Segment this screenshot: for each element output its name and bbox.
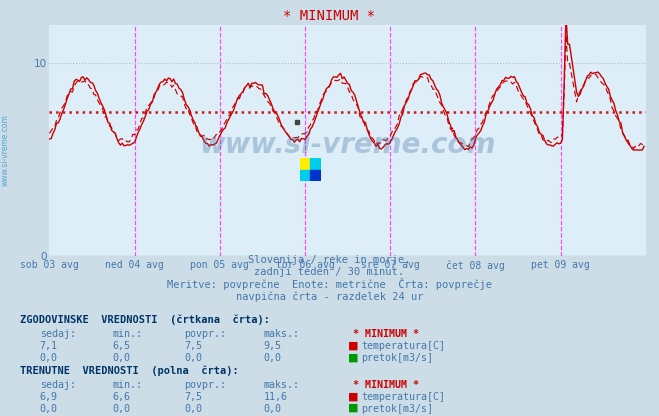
Text: sedaj:: sedaj: bbox=[40, 380, 76, 390]
Text: ■: ■ bbox=[348, 391, 358, 401]
Text: min.:: min.: bbox=[112, 329, 142, 339]
Bar bbox=[310, 170, 321, 181]
Text: maks.:: maks.: bbox=[264, 380, 300, 390]
Text: ■: ■ bbox=[348, 403, 358, 413]
Text: * MINIMUM *: * MINIMUM * bbox=[353, 329, 418, 339]
Text: Slovenija / reke in morje.: Slovenija / reke in morje. bbox=[248, 255, 411, 265]
Text: povpr.:: povpr.: bbox=[185, 380, 227, 390]
Text: 0,0: 0,0 bbox=[112, 353, 130, 363]
Bar bbox=[310, 158, 321, 170]
Text: * MINIMUM *: * MINIMUM * bbox=[283, 9, 376, 23]
Text: ■: ■ bbox=[348, 352, 358, 362]
Text: 9,5: 9,5 bbox=[264, 341, 281, 352]
Text: navpična črta - razdelek 24 ur: navpična črta - razdelek 24 ur bbox=[236, 292, 423, 302]
Text: min.:: min.: bbox=[112, 380, 142, 390]
Text: temperatura[C]: temperatura[C] bbox=[361, 392, 445, 402]
Text: 0,0: 0,0 bbox=[264, 404, 281, 414]
Text: Meritve: povprečne  Enote: metrične  Črta: povprečje: Meritve: povprečne Enote: metrične Črta:… bbox=[167, 278, 492, 290]
Text: 7,5: 7,5 bbox=[185, 341, 202, 352]
Text: 0,0: 0,0 bbox=[112, 404, 130, 414]
Text: 0,0: 0,0 bbox=[40, 404, 57, 414]
Text: www.si-vreme.com: www.si-vreme.com bbox=[200, 131, 496, 159]
Text: 0,0: 0,0 bbox=[40, 353, 57, 363]
Text: ■: ■ bbox=[348, 340, 358, 351]
Text: * MINIMUM *: * MINIMUM * bbox=[353, 380, 418, 390]
Text: povpr.:: povpr.: bbox=[185, 329, 227, 339]
Text: 11,6: 11,6 bbox=[264, 392, 287, 402]
Text: 0,0: 0,0 bbox=[185, 353, 202, 363]
Text: 7,5: 7,5 bbox=[185, 392, 202, 402]
Text: 6,6: 6,6 bbox=[112, 392, 130, 402]
Text: zadnji teden / 30 minut.: zadnji teden / 30 minut. bbox=[254, 267, 405, 277]
Text: www.si-vreme.com: www.si-vreme.com bbox=[1, 114, 10, 186]
Text: ZGODOVINSKE  VREDNOSTI  (črtkana  črta):: ZGODOVINSKE VREDNOSTI (črtkana črta): bbox=[20, 315, 270, 325]
Text: 0,0: 0,0 bbox=[264, 353, 281, 363]
Text: maks.:: maks.: bbox=[264, 329, 300, 339]
Text: pretok[m3/s]: pretok[m3/s] bbox=[361, 404, 433, 414]
Bar bbox=[300, 170, 310, 181]
Text: 6,9: 6,9 bbox=[40, 392, 57, 402]
Text: 6,5: 6,5 bbox=[112, 341, 130, 352]
Text: 7,1: 7,1 bbox=[40, 341, 57, 352]
Text: 0,0: 0,0 bbox=[185, 404, 202, 414]
Bar bbox=[300, 158, 310, 170]
Text: sedaj:: sedaj: bbox=[40, 329, 76, 339]
Text: pretok[m3/s]: pretok[m3/s] bbox=[361, 353, 433, 363]
Text: temperatura[C]: temperatura[C] bbox=[361, 341, 445, 352]
Text: TRENUTNE  VREDNOSTI  (polna  črta):: TRENUTNE VREDNOSTI (polna črta): bbox=[20, 366, 239, 376]
